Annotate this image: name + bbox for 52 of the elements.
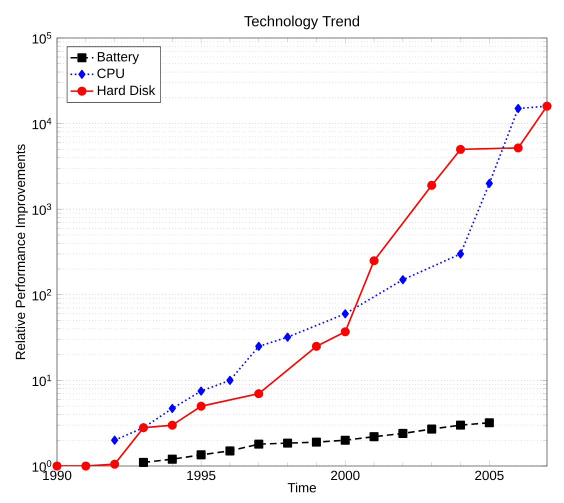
point [196,450,206,460]
x-tick-label: 2000 [331,470,360,480]
point [226,376,234,385]
point [284,332,292,342]
point [168,420,177,430]
y-tick-label: 10$^{2}$ [32,289,52,301]
point [81,461,90,471]
point [456,144,466,154]
legend-label: CPU [97,68,124,78]
x-tick-label: 1995 [187,470,216,480]
point [110,460,120,469]
point [312,342,321,351]
point [370,256,379,266]
point [283,438,292,448]
point [138,458,148,467]
point [196,402,206,411]
point [427,180,436,190]
point [254,389,264,398]
point [514,104,522,114]
point [111,436,118,445]
point [370,432,379,442]
point [456,249,464,258]
point [52,461,62,471]
y-tick-label: 10$^{1}$ [32,374,52,386]
x-axis-title: Time [288,482,316,492]
y-tick-label: 10$^{0}$ [32,460,52,472]
point [254,440,264,449]
x-tick-label: 1990 [43,470,72,480]
point [514,143,523,152]
point [168,454,177,464]
point [484,418,494,428]
point [340,436,350,445]
point [168,404,176,413]
point [312,438,321,447]
point [399,275,406,284]
y-axis-title: Relative Performance Improvements [15,144,28,360]
point [342,309,349,318]
x-tick-label: 2005 [475,470,504,480]
point [198,386,205,396]
point [427,424,436,434]
point [225,446,234,456]
y-tick-label: 10$^{4}$ [32,118,52,130]
chart-title: Technology Trend [244,16,360,30]
y-tick-label: 10$^{3}$ [32,203,52,215]
legend-label: Hard Disk [98,85,156,96]
point [456,420,466,430]
point [486,178,493,188]
point [255,342,262,351]
point [398,428,408,438]
point [340,327,350,336]
y-tick-label: 10$^{5}$ [32,32,52,44]
legend-label: Battery [98,52,139,64]
